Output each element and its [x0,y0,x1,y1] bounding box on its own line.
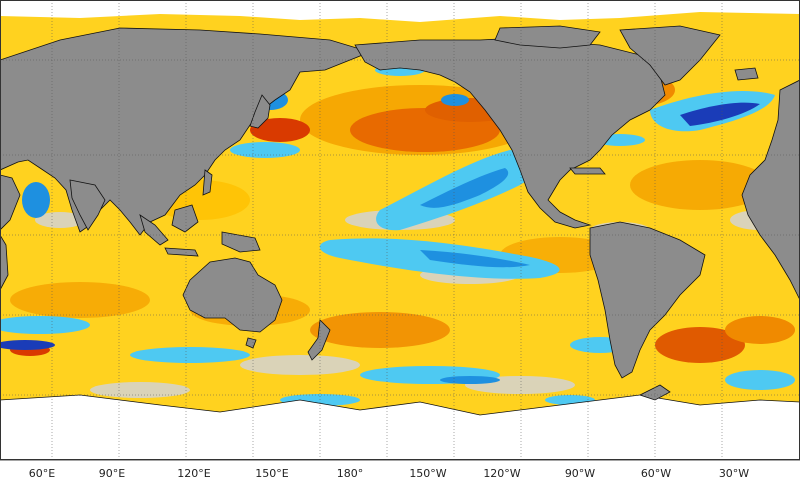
land-sumatra [139,214,169,246]
lon-label-120e: 120°E [177,467,211,480]
land-antarctic-peninsula [638,384,671,401]
land-iceland [734,67,759,81]
land-japan [249,94,271,129]
land-java [164,247,199,257]
land-new-guinea [221,231,261,253]
land-philippines [202,169,213,196]
land-africa-west-edge [0,234,9,291]
land-europe-africa-east [741,79,800,301]
land-india [69,179,106,231]
lon-label-90e: 90°E [98,467,126,480]
land-cuba [569,167,606,175]
lon-label-30w: 30°W [718,467,750,480]
land-borneo [171,204,199,233]
land-masses [0,25,800,461]
land-antarctica [0,394,800,461]
lon-label-90w: 90°W [564,467,596,480]
lon-label-180: 180° [336,467,364,480]
lon-label-150e: 150°E [255,467,289,480]
graticule [0,0,800,460]
land-new-zealand [307,319,331,361]
land-greenland [619,25,721,86]
land-australia [182,257,283,333]
lon-label-60e: 60°E [28,467,56,480]
lon-label-120w: 120°W [483,467,521,480]
land-horn-of-africa [0,174,21,231]
lon-label-60w: 60°W [640,467,672,480]
land-north-america [354,37,666,229]
arctic-ice [0,0,800,22]
lon-label-150w: 150°W [409,467,447,480]
land-south-america [589,221,706,379]
